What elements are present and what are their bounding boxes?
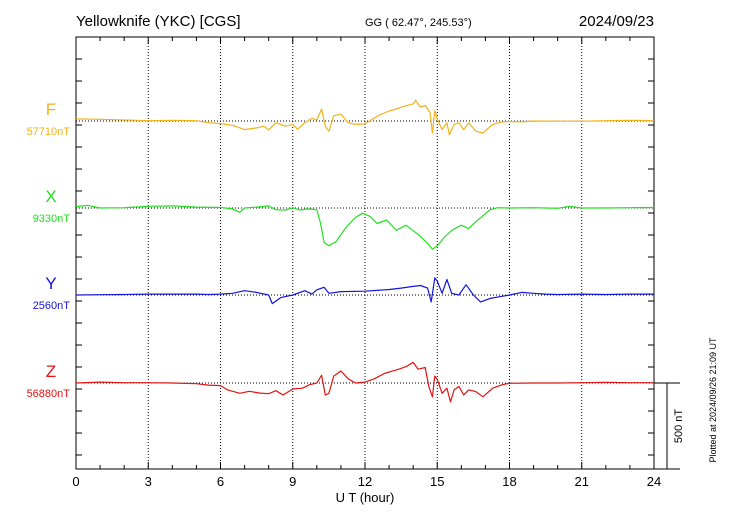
series-name-z: Z bbox=[46, 362, 56, 381]
series-line-x bbox=[75, 204, 655, 250]
plotted-timestamp: Plotted at 2024/09/26 21:09 UT bbox=[708, 337, 718, 463]
scale-bar: 500 nT bbox=[654, 382, 685, 470]
x-tick-label: 9 bbox=[289, 474, 296, 489]
x-tick-label: 0 bbox=[72, 474, 79, 489]
axis-ticks bbox=[75, 37, 655, 469]
station-coordinates: GG ( 62.47°, 245.53°) bbox=[365, 17, 472, 29]
x-tick-label: 15 bbox=[430, 474, 444, 489]
x-tick-label: 12 bbox=[358, 474, 372, 489]
x-tick-label: 24 bbox=[647, 474, 661, 489]
series-name-y: Y bbox=[45, 274, 56, 293]
series-labels: F 57710nT X 9330nT Y 2560nT Z 56880nT bbox=[27, 100, 71, 400]
scale-bar-label: 500 nT bbox=[673, 409, 685, 444]
x-axis-label: U T (hour) bbox=[336, 490, 395, 505]
series-line-y bbox=[75, 277, 654, 305]
series-line-f bbox=[75, 99, 655, 136]
station-title: Yellowknife (YKC) [CGS] bbox=[76, 13, 241, 30]
series-baseline-label-y: 2560nT bbox=[33, 300, 71, 312]
series-name-f: F bbox=[46, 100, 56, 119]
x-tick-label: 6 bbox=[217, 474, 224, 489]
x-tick-label: 3 bbox=[145, 474, 152, 489]
series-baseline-label-z: 56880nT bbox=[27, 388, 71, 400]
vertical-gridlines bbox=[147, 37, 583, 469]
x-tick-label: 21 bbox=[575, 474, 589, 489]
series-line-z bbox=[75, 361, 654, 403]
chart-date: 2024/09/23 bbox=[579, 13, 654, 30]
series-lines bbox=[75, 99, 655, 403]
x-tick-labels: 0 3 6 9 12 15 18 21 24 bbox=[72, 474, 661, 489]
series-name-x: X bbox=[45, 187, 56, 206]
x-tick-label: 18 bbox=[502, 474, 516, 489]
series-baseline-label-x: 9330nT bbox=[33, 213, 71, 225]
series-baseline-label-f: 57710nT bbox=[27, 126, 71, 138]
